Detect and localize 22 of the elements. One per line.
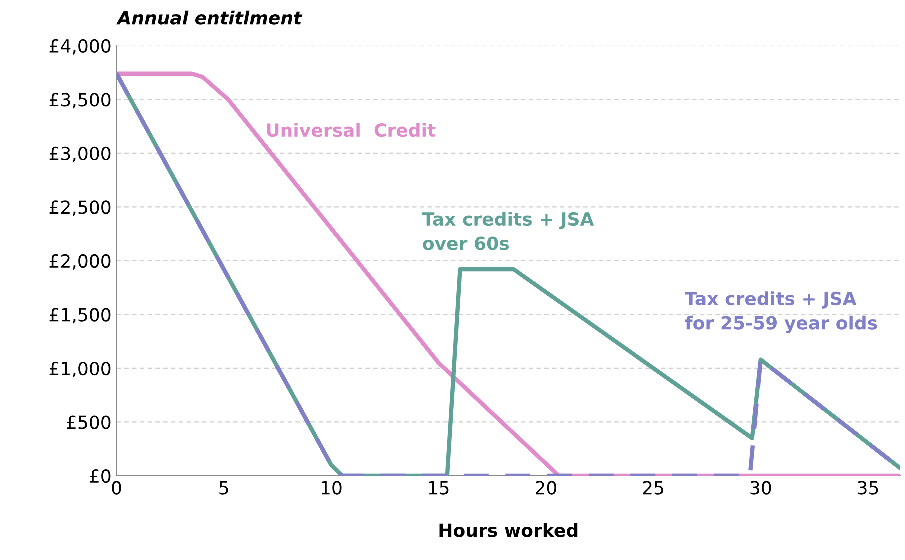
x-tick-label: 10 (322, 481, 342, 495)
x-axis-title: Hours worked (440, 523, 578, 538)
y-tick-label: £3,500 (50, 93, 111, 109)
series-label: Universal Credit (267, 123, 436, 138)
y-tick-label: £500 (67, 416, 111, 430)
y-tick-label: £2,500 (50, 200, 111, 216)
x-tick-label: 5 (220, 481, 228, 495)
text: Tax credits + JSA over 60s (422, 212, 594, 250)
y-tick-label: £1,000 (50, 362, 111, 378)
x-tick-label: 35 (858, 481, 878, 495)
y-tick-label: £0 (90, 469, 111, 484)
x-tick-label: 15 (429, 481, 449, 495)
x-tick-label: 25 (643, 481, 664, 495)
x-tick-label: 30 (750, 481, 772, 495)
y-tick-label: £3,000 (50, 146, 111, 162)
y-tick-label: £4,000 (50, 39, 111, 55)
y-tick-label: £2,000 (50, 254, 111, 270)
y-axis-title: Annual entitlment (116, 10, 303, 25)
y-tick-label: £1,500 (50, 308, 111, 324)
x-tick-label: 0 (112, 481, 122, 495)
text: Tax credits + JSA for 25-59 year olds (685, 292, 878, 334)
x-tick-label: 20 (536, 481, 556, 495)
